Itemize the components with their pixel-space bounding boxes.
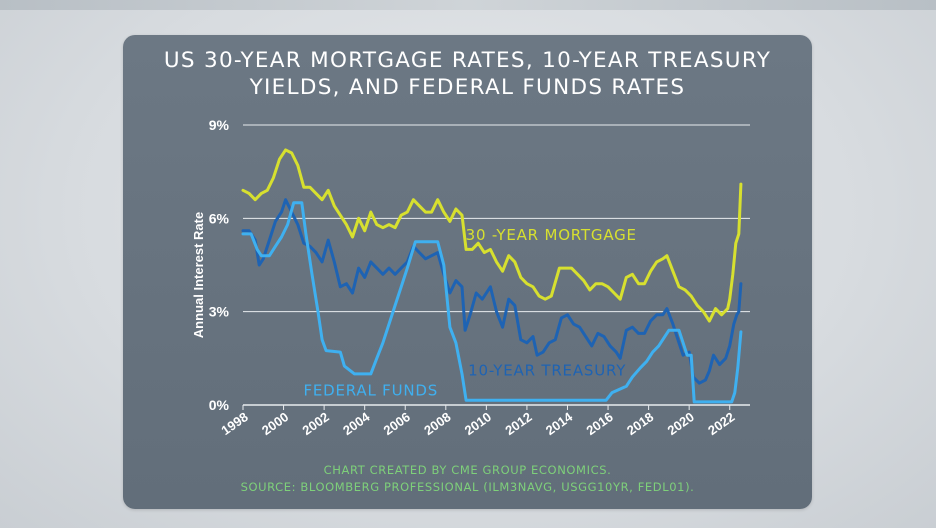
series-line-2 xyxy=(241,201,743,404)
x-tick-label: 1998 xyxy=(218,409,250,438)
x-tick-label: 2022 xyxy=(705,409,737,438)
footer-source: SOURCE: BLOOMBERG PROFESSIONAL (ILM3NAVG… xyxy=(240,480,695,494)
series-lines xyxy=(241,148,743,404)
series-label-2: FEDERAL FUNDS xyxy=(303,382,438,400)
chart-title-line-1: US 30-YEAR MORTGAGE RATES, 10-YEAR TREAS… xyxy=(163,48,772,73)
x-tick-label: 2010 xyxy=(462,409,494,438)
x-tick-label: 2006 xyxy=(381,409,413,438)
x-tick-label: 2002 xyxy=(300,409,332,438)
series-label-1: 10-YEAR TREASURY xyxy=(468,361,626,379)
footer-credit: CHART CREATED BY CME GROUP ECONOMICS. xyxy=(323,463,612,477)
x-tick-label: 2012 xyxy=(502,409,534,438)
x-tick-label: 2020 xyxy=(665,409,697,438)
x-tick-label: 2014 xyxy=(543,409,576,438)
chart-title-line-2: YIELDS, AND FEDERAL FUNDS RATES xyxy=(249,75,686,100)
x-tick-label: 2016 xyxy=(583,409,615,438)
background-strip xyxy=(0,0,936,10)
y-tick-label: 3% xyxy=(209,304,230,320)
y-tick-label: 9% xyxy=(209,117,230,133)
series-labels: 30 -YEAR MORTGAGE 10-YEAR TREASURY FEDERAL… xyxy=(303,226,636,400)
line-chart: 0% 3% 6% 9% 1998 2000 2002 2004 2006 2008 2010 201… xyxy=(191,117,750,438)
y-tick-label: 6% xyxy=(209,210,230,226)
x-tick-label: 2004 xyxy=(340,409,373,438)
y-tick-label: 0% xyxy=(209,397,230,413)
series-line-0 xyxy=(241,148,743,323)
x-tick-labels: 1998 2000 2002 2004 2006 2008 2010 2012 2014 2016… xyxy=(218,409,737,438)
x-tick-label: 2000 xyxy=(259,409,291,438)
x-tick-label: 2008 xyxy=(421,409,453,438)
chart-title: US 30-YEAR MORTGAGE RATES, 10-YEAR TREAS… xyxy=(123,47,812,101)
series-label-0: 30 -YEAR MORTGAGE xyxy=(466,226,637,244)
y-tick-labels: 0% 3% 6% 9% xyxy=(209,117,230,413)
grid-lines xyxy=(242,124,750,410)
chart-card: US 30-YEAR MORTGAGE RATES, 10-YEAR TREAS… xyxy=(123,35,812,509)
y-axis-label: Annual Interest Rate xyxy=(191,212,206,338)
x-tick-label: 2018 xyxy=(624,409,656,438)
